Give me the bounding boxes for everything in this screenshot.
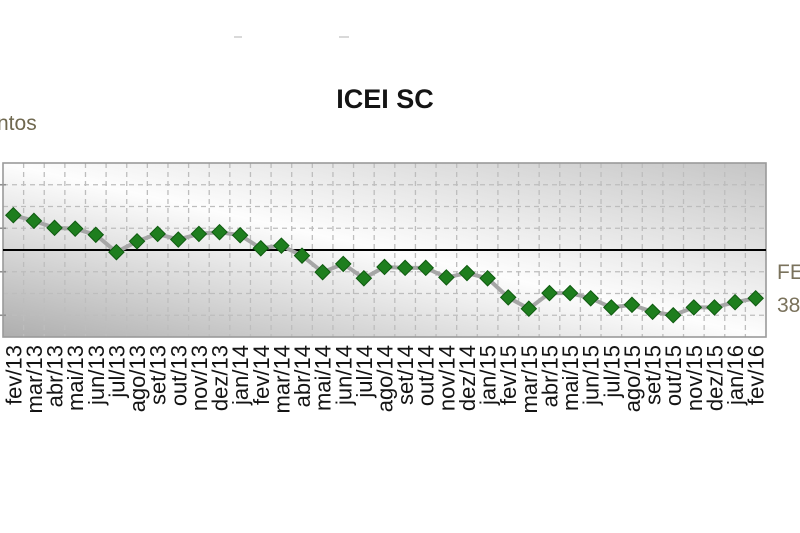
x-axis-label: abr/14 [290, 345, 315, 407]
x-axis-label: set/13 [146, 345, 171, 405]
data-point-marker [293, 247, 311, 264]
icei-sc-line-chart: fev/13mar/13abr/13mai/13jun/13jul/13ago/… [0, 162, 769, 413]
x-axis-label: dez/15 [702, 345, 727, 411]
data-point-marker [499, 289, 517, 306]
x-axis-label: ago/13 [125, 345, 150, 412]
data-point-marker [334, 255, 352, 273]
x-axis-label: mar/15 [517, 345, 542, 413]
data-point-marker [211, 223, 228, 241]
x-axis-label: dez/13 [208, 345, 233, 411]
x-axis-label: jul/14 [352, 345, 377, 399]
x-axis-label: abr/15 [537, 345, 562, 407]
last-point-annotation: FE 38 [777, 256, 800, 322]
x-axis-label: nov/15 [682, 345, 707, 411]
last-point-annotation-value: 38 [777, 294, 800, 317]
data-point-marker [128, 232, 146, 250]
x-axis-label: jan/15 [476, 345, 501, 406]
data-point-marker [664, 306, 682, 324]
data-point-marker [355, 269, 373, 287]
x-axis-label: jun/13 [84, 345, 109, 406]
data-point-marker [314, 263, 331, 281]
data-point-marker [417, 259, 435, 277]
data-point-marker [273, 237, 290, 254]
x-axis-label: out/15 [661, 345, 686, 406]
x-axis-label: abr/13 [43, 345, 68, 407]
x-axis-label: mai/13 [63, 345, 88, 411]
x-axis-label: mar/13 [22, 345, 47, 413]
data-point-marker [438, 269, 455, 286]
data-point-marker [582, 289, 600, 307]
data-point-marker [66, 220, 84, 237]
x-axis-label: mai/14 [311, 345, 336, 411]
data-point-marker [190, 225, 208, 243]
data-point-marker [458, 264, 476, 282]
data-point-marker [520, 300, 538, 318]
x-axis-label: jun/14 [331, 345, 356, 406]
x-axis-label: fev/15 [496, 345, 521, 405]
x-axis-label: mai/15 [558, 345, 583, 411]
data-point-marker [25, 212, 43, 230]
data-point-marker [231, 226, 249, 244]
artifact-dash-2 [339, 36, 349, 38]
data-point-marker [706, 299, 723, 316]
data-point-marker [561, 284, 579, 302]
chart-title: ICEI SC [336, 84, 434, 114]
x-axis-label: nov/14 [434, 345, 459, 411]
x-axis-label: fev/13 [1, 345, 26, 405]
data-point-marker [252, 239, 270, 257]
x-axis-label: jul/15 [599, 345, 624, 399]
x-axis-label: fev/16 [744, 345, 769, 405]
last-point-annotation-label: FE [777, 261, 800, 284]
data-point-marker [479, 269, 496, 287]
data-point-marker [623, 296, 641, 314]
data-point-marker [541, 284, 558, 302]
data-point-marker [603, 299, 620, 316]
x-axis-label: ago/14 [373, 345, 398, 412]
x-axis-label: mar/14 [269, 345, 294, 413]
x-axis-label: set/14 [393, 345, 418, 405]
data-point-marker [396, 259, 414, 277]
x-axis-label: fev/14 [249, 345, 274, 405]
y-axis-caption-clipped: ntos [0, 112, 37, 135]
data-point-marker [726, 293, 744, 311]
x-axis-label: jul/13 [104, 345, 129, 399]
x-axis-label: nov/13 [187, 345, 212, 411]
data-point-marker [685, 299, 703, 316]
x-axis-label: dez/14 [455, 345, 480, 411]
x-axis-label: jun/15 [579, 345, 604, 406]
data-point-marker [5, 206, 22, 224]
x-axis-label: ago/15 [620, 345, 645, 412]
data-point-marker [149, 225, 166, 243]
data-point-marker [376, 258, 393, 276]
data-point-marker [169, 231, 187, 248]
data-point-marker [108, 243, 125, 261]
data-point-marker [46, 219, 63, 237]
data-point-marker [644, 303, 661, 321]
x-axis-label: out/14 [414, 345, 439, 406]
x-axis-label: set/15 [641, 345, 666, 405]
x-axis-label: out/13 [166, 345, 191, 406]
x-axis-label: jan/14 [228, 345, 253, 406]
data-point-marker [747, 289, 764, 307]
artifact-dash-1 [234, 36, 242, 38]
x-axis-label: jan/16 [723, 345, 748, 406]
data-point-marker [87, 226, 105, 244]
